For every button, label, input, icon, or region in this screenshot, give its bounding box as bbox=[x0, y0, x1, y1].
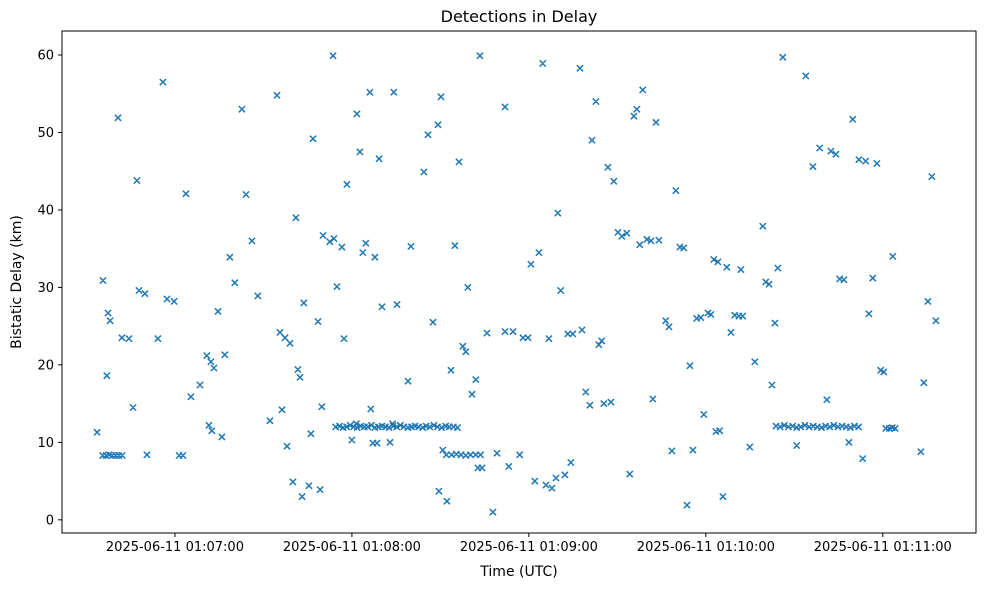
x-tick-label: 2025-06-11 01:07:00 bbox=[106, 540, 244, 555]
y-tick-label: 0 bbox=[46, 513, 54, 528]
y-tick-label: 40 bbox=[37, 203, 54, 218]
y-tick-label: 50 bbox=[37, 126, 54, 141]
y-tick-label: 10 bbox=[37, 436, 54, 451]
y-tick-label: 30 bbox=[37, 281, 54, 296]
y-tick-label: 60 bbox=[37, 49, 54, 64]
scatter-points bbox=[93, 52, 940, 516]
x-axis-label: Time (UTC) bbox=[480, 564, 558, 580]
axes-box bbox=[61, 30, 977, 534]
x-tick-label: 2025-06-11 01:08:00 bbox=[283, 540, 421, 555]
y-axis-label: Bistatic Delay (km) bbox=[9, 215, 25, 349]
x-tick-label: 2025-06-11 01:11:00 bbox=[814, 540, 952, 555]
y-tick-label: 20 bbox=[37, 358, 54, 373]
x-tick-label: 2025-06-11 01:10:00 bbox=[637, 540, 775, 555]
x-tick-label: 2025-06-11 01:09:00 bbox=[460, 540, 598, 555]
chart-title: Detections in Delay bbox=[440, 7, 598, 26]
